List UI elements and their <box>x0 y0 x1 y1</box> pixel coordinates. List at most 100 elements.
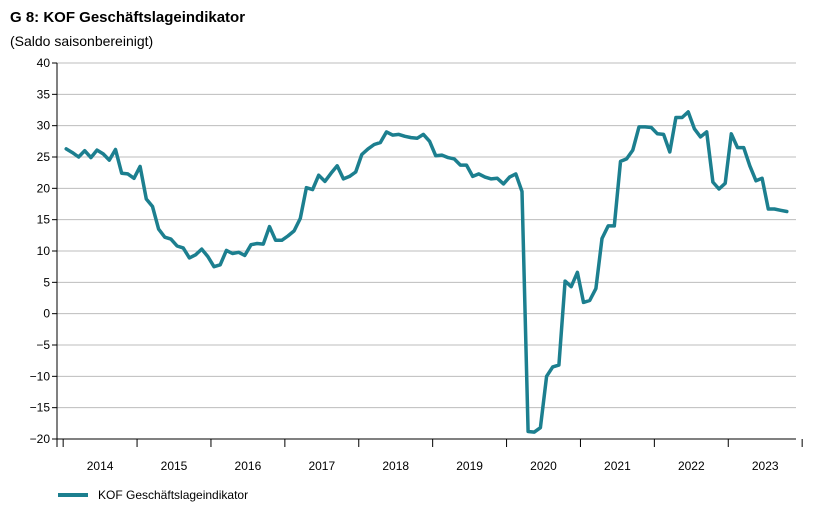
data-point <box>699 135 702 139</box>
data-point <box>693 127 696 130</box>
x-tick-label: 2014 <box>87 459 114 473</box>
data-point <box>434 154 437 157</box>
data-point <box>323 180 327 183</box>
data-point <box>151 205 154 208</box>
data-point <box>619 160 622 163</box>
data-point <box>668 150 671 154</box>
data-point <box>656 132 659 136</box>
data-point <box>231 252 234 255</box>
data-point <box>705 130 708 134</box>
data-point <box>650 126 653 129</box>
x-tick-label: 2016 <box>235 459 262 473</box>
data-point <box>748 164 752 167</box>
y-axis-ticks: 40 35 30 25 20 15 10 5 0 −5 −10 −15 −20 <box>30 56 57 446</box>
data-point <box>754 179 758 183</box>
y-tick-label: 15 <box>37 213 51 227</box>
data-point <box>625 157 628 161</box>
data-point <box>206 255 210 258</box>
data-point <box>262 242 265 246</box>
chart-subtitle: (Saldo saisonbereinigt) <box>10 33 154 49</box>
data-point <box>409 136 413 139</box>
y-tick-label: −20 <box>30 432 51 446</box>
data-point <box>225 249 228 252</box>
x-tick-label: 2015 <box>161 459 188 473</box>
data-point <box>243 254 247 257</box>
data-point <box>489 177 493 181</box>
data-point <box>637 125 641 129</box>
y-tick-label: 30 <box>37 119 51 133</box>
data-point <box>336 164 339 167</box>
data-point <box>717 187 721 191</box>
y-tick-label: −15 <box>30 401 51 415</box>
data-point <box>372 143 376 146</box>
data-point <box>471 175 474 178</box>
legend: KOF Geschäftslageindikator <box>58 488 248 502</box>
data-point <box>422 133 425 136</box>
data-point <box>582 301 585 304</box>
data-point <box>317 173 320 177</box>
data-point <box>440 153 444 157</box>
x-tick-label: 2018 <box>382 459 409 473</box>
data-point <box>255 242 259 245</box>
y-tick-label: 20 <box>37 181 51 195</box>
data-point <box>588 299 591 302</box>
data-point <box>77 155 80 159</box>
data-point <box>551 365 554 369</box>
data-point <box>397 133 400 136</box>
data-point <box>674 116 678 119</box>
data-point <box>391 133 394 137</box>
data-point <box>280 239 283 242</box>
data-point <box>416 137 419 140</box>
data-point <box>385 130 388 134</box>
data-point <box>453 157 456 161</box>
x-tick-label: 2021 <box>604 459 631 473</box>
data-point <box>742 146 745 149</box>
data-point <box>348 175 351 178</box>
y-tick-label: 0 <box>43 307 50 321</box>
legend-label: KOF Geschäftslageindikator <box>98 488 249 502</box>
series-layer <box>64 110 789 434</box>
legend-swatch <box>58 493 88 497</box>
data-point <box>723 182 727 185</box>
data-point <box>169 237 173 241</box>
data-point <box>477 172 481 176</box>
data-point <box>286 234 290 238</box>
data-point <box>182 246 185 250</box>
data-point <box>65 147 68 151</box>
data-point <box>773 207 776 211</box>
data-point <box>305 186 308 189</box>
data-point <box>643 125 647 129</box>
data-point <box>785 210 788 213</box>
data-point <box>126 172 130 176</box>
y-tick-label: 25 <box>37 150 51 164</box>
y-tick-label: 35 <box>37 87 51 101</box>
data-point <box>175 244 179 248</box>
y-tick-label: −5 <box>36 338 50 352</box>
data-point <box>600 237 604 240</box>
data-point <box>680 116 684 119</box>
data-point <box>502 182 505 186</box>
data-point <box>292 229 296 233</box>
data-point <box>687 110 690 114</box>
data-point <box>514 172 517 176</box>
data-point <box>508 175 511 179</box>
data-point <box>711 180 715 184</box>
data-point <box>767 207 770 211</box>
data-point <box>446 156 450 159</box>
data-point <box>428 140 431 143</box>
data-point <box>212 265 216 268</box>
data-point <box>465 163 468 167</box>
data-point <box>730 132 733 136</box>
data-point <box>89 156 93 159</box>
x-tick-label: 2019 <box>456 459 483 473</box>
data-point <box>268 225 271 228</box>
data-point <box>200 247 203 251</box>
x-tick-label: 2023 <box>752 459 779 473</box>
data-point <box>218 263 222 266</box>
x-tick-label: 2022 <box>678 459 705 473</box>
data-point <box>539 426 542 429</box>
data-point <box>360 153 364 156</box>
data-point <box>576 271 579 274</box>
data-point <box>101 152 105 156</box>
